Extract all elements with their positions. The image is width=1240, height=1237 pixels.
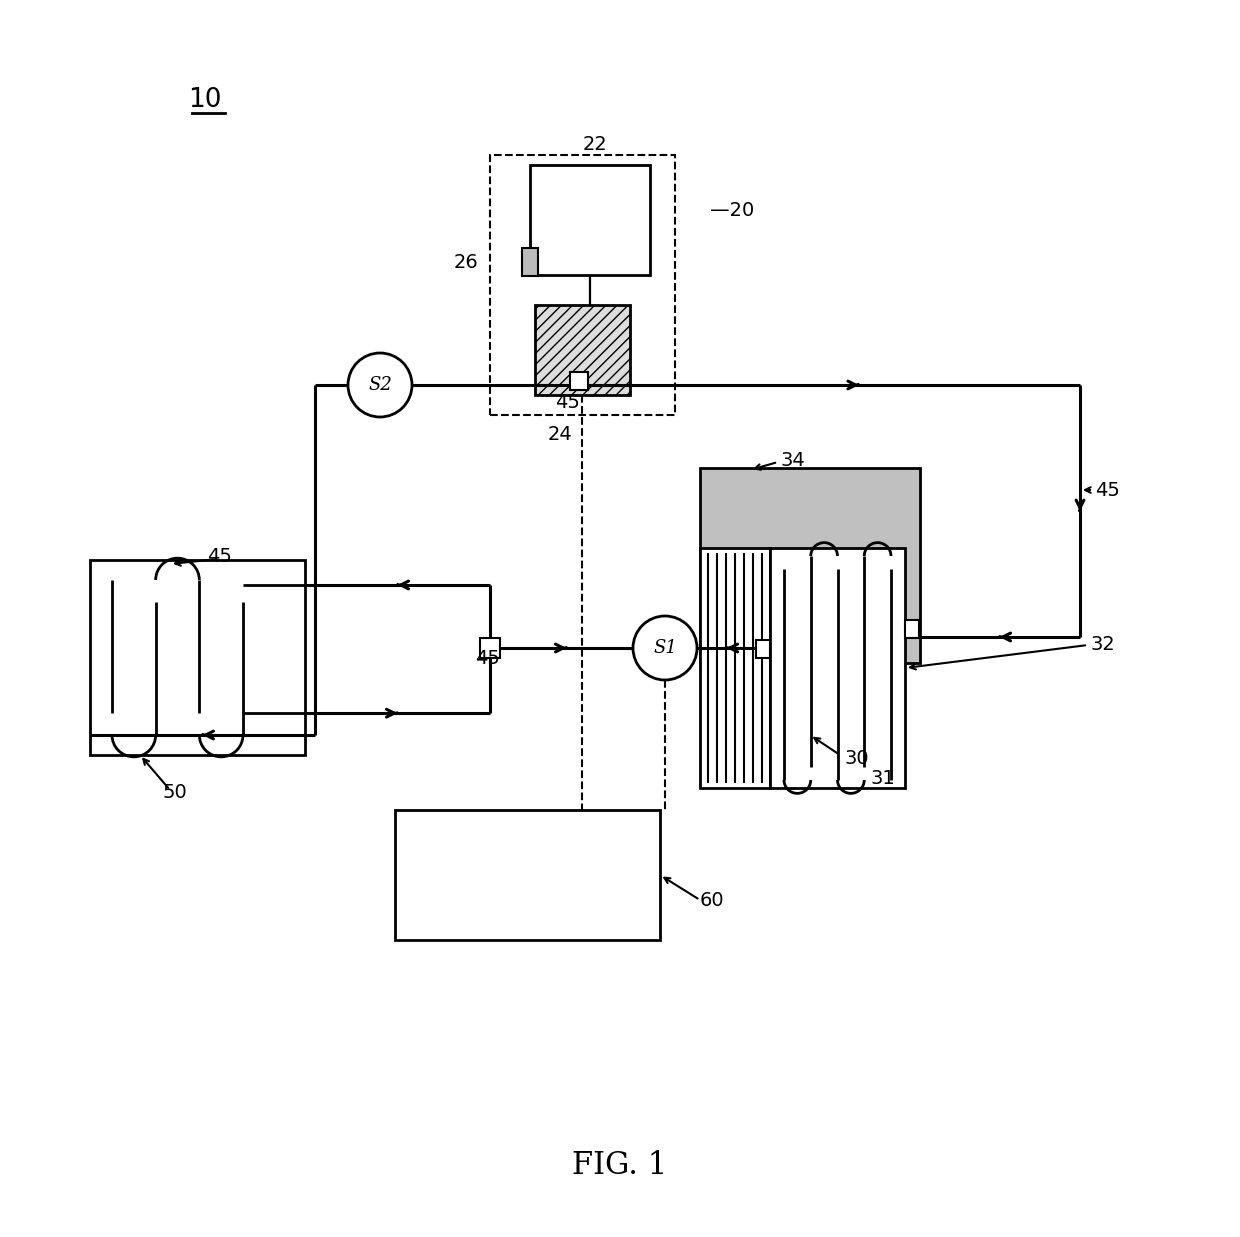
Bar [480,638,500,658]
Text: 26: 26 [454,252,477,271]
Circle shape [632,616,697,680]
Text: 10: 10 [188,87,222,113]
Text: FIG. 1: FIG. 1 [573,1149,667,1180]
Bar [529,165,650,275]
Text: S2: S2 [368,376,392,395]
Text: —20: —20 [711,200,754,219]
Bar [701,548,770,788]
Text: S1: S1 [653,640,677,657]
Text: 60: 60 [701,891,724,909]
Text: 45: 45 [207,548,232,567]
Bar [91,560,305,755]
Bar [490,155,675,414]
Bar [756,640,770,658]
Circle shape [348,353,412,417]
Bar [396,810,660,940]
Text: 45: 45 [554,393,579,412]
Text: 22: 22 [583,136,608,155]
Bar [701,468,920,663]
Text: 31: 31 [870,768,895,788]
Text: 30: 30 [844,748,869,767]
Bar [905,620,919,638]
Text: 45: 45 [475,648,500,668]
Text: 45: 45 [1095,480,1120,500]
Text: 32: 32 [1090,636,1115,654]
Bar [522,247,538,276]
Bar [570,372,588,390]
Bar [770,548,905,788]
Text: 34: 34 [780,450,805,470]
Text: 50: 50 [162,783,187,803]
Text: 24: 24 [548,426,573,444]
Bar [534,306,630,395]
